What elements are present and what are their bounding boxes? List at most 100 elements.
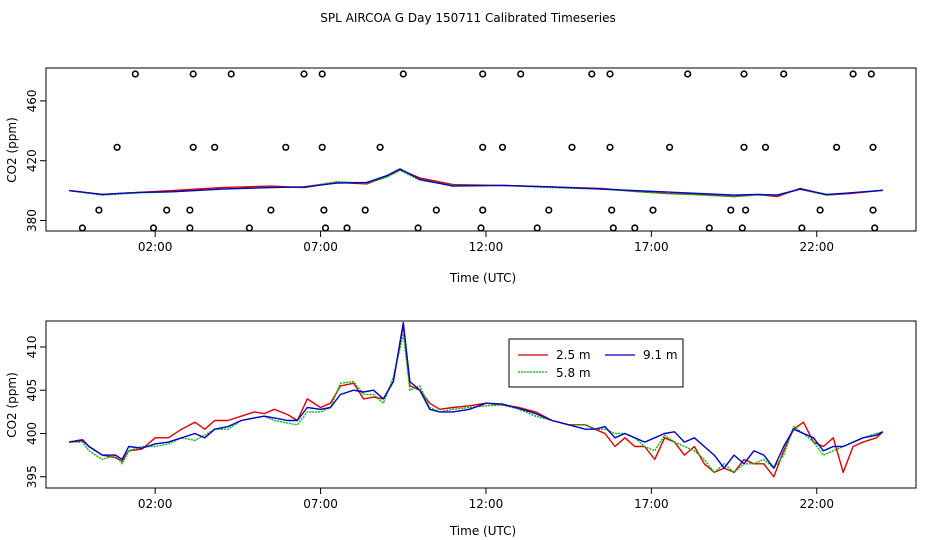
top-x-tick-label: 12:00	[469, 240, 504, 254]
calibration-marker	[740, 143, 748, 151]
calibration-marker	[189, 143, 197, 151]
bottom-y-axis-label: CO2 (ppm)	[5, 372, 19, 438]
chart-title: SPL AIRCOA G Day 150711 Calibrated Times…	[320, 11, 615, 25]
calibration-marker	[432, 206, 440, 214]
calibration-marker	[186, 206, 194, 214]
bottom-x-tick-label: 12:00	[469, 497, 504, 511]
top-y-axis-label: CO2 (ppm)	[5, 117, 19, 183]
calibration-marker	[163, 206, 171, 214]
calibration-marker	[871, 224, 879, 232]
calibration-marker	[149, 224, 158, 232]
top-x-axis: 02:00 07:00 12:00 17:00 22:00	[138, 230, 834, 254]
calibration-marker	[361, 206, 369, 214]
calibration-marker	[608, 206, 616, 214]
legend-label-5-8m: 5.8 m	[556, 366, 591, 380]
calibration-marker	[849, 70, 857, 78]
top-series-line-9-1m	[69, 168, 883, 196]
calibration-marker	[479, 70, 487, 78]
calibration-marker	[517, 70, 525, 78]
bottom-y-tick-label: 405	[25, 379, 39, 402]
calibration-marker	[343, 224, 351, 232]
top-marker-rows	[78, 70, 879, 232]
legend-label-2-5m: 2.5 m	[556, 348, 591, 362]
calibration-marker	[321, 224, 330, 232]
calibration-marker	[705, 224, 713, 232]
top-y-tick-label: 380	[25, 209, 39, 232]
bottom-y-axis: 395 400 405 410	[25, 336, 47, 488]
top-panel-co2-with-markers: 02:00 07:00 12:00 17:00 22:00 380 420 460 Time…	[5, 67, 917, 285]
calibration-marker	[741, 206, 750, 214]
bottom-series-lines	[69, 322, 884, 478]
calibration-marker	[798, 224, 806, 232]
top-x-axis-label: Time (UTC)	[449, 271, 516, 285]
top-x-tick-label: 02:00	[138, 240, 173, 254]
bottom-x-tick-label: 22:00	[799, 497, 834, 511]
calibration-marker	[245, 224, 253, 232]
bottom-series-line-9-1m	[69, 322, 884, 469]
calibration-marker	[131, 70, 139, 78]
calibration-marker	[867, 70, 875, 78]
calibration-marker	[684, 70, 692, 78]
top-series-lines	[69, 168, 883, 198]
calibration-marker	[95, 206, 103, 214]
calibration-marker	[588, 70, 596, 78]
bottom-series-line-2-5m	[69, 324, 884, 478]
legend-box	[508, 338, 684, 388]
top-x-tick-label: 07:00	[303, 240, 338, 254]
calibration-marker	[267, 206, 275, 214]
bottom-y-tick-label: 400	[25, 422, 39, 445]
bottom-panel-co2: 02:00 07:00 12:00 17:00 22:00 395 400 405 410 T…	[5, 320, 917, 538]
bottom-x-axis: 02:00 07:00 12:00 17:00 22:00	[138, 487, 834, 511]
calibration-marker	[300, 70, 308, 78]
calibration-marker	[780, 70, 788, 78]
top-series-line-5-8m	[69, 169, 883, 198]
calibration-marker	[479, 143, 487, 151]
legend: 2.5 m 5.8 m 9.1 m	[508, 338, 684, 388]
calibration-marker	[414, 224, 422, 232]
top-series-line-2-5m	[69, 168, 883, 198]
calibration-marker	[869, 143, 877, 151]
calibration-marker	[761, 143, 770, 151]
calibration-marker	[376, 143, 384, 151]
calibration-marker	[318, 143, 326, 151]
calibration-marker	[477, 224, 485, 232]
calibration-marker	[78, 224, 86, 232]
calibration-marker	[545, 206, 553, 214]
calibration-marker	[738, 224, 746, 232]
calibration-marker	[609, 224, 617, 232]
calibration-marker	[498, 143, 507, 151]
calibration-marker	[318, 70, 326, 78]
top-x-tick-label: 22:00	[799, 240, 834, 254]
calibration-marker	[479, 206, 487, 214]
calibration-marker	[832, 143, 841, 151]
calibration-marker	[649, 206, 657, 214]
calibration-marker	[631, 224, 639, 232]
calibration-marker	[227, 70, 235, 78]
calibration-marker	[740, 70, 748, 78]
bottom-x-tick-label: 17:00	[634, 497, 669, 511]
bottom-x-axis-label: Time (UTC)	[449, 524, 516, 538]
bottom-x-tick-label: 07:00	[303, 497, 338, 511]
calibration-marker	[606, 70, 614, 78]
calibration-marker	[869, 206, 877, 214]
top-y-axis: 380 420 460	[25, 89, 47, 232]
calibration-marker	[816, 206, 824, 214]
bottom-y-tick-label: 395	[25, 465, 39, 488]
calibration-marker	[186, 224, 194, 232]
calibration-marker	[320, 206, 328, 214]
bottom-y-tick-label: 410	[25, 336, 39, 359]
top-x-tick-label: 17:00	[634, 240, 669, 254]
bottom-x-tick-label: 02:00	[138, 497, 173, 511]
calibration-marker	[113, 143, 121, 151]
bottom-series-line-5-8m	[69, 333, 884, 474]
top-y-tick-label: 420	[25, 149, 39, 172]
calibration-marker	[189, 70, 197, 78]
calibration-marker	[727, 206, 735, 214]
calibration-marker	[211, 143, 219, 151]
calibration-marker	[665, 143, 674, 151]
top-y-tick-label: 460	[25, 89, 39, 112]
calibration-marker	[282, 143, 290, 151]
calibration-marker	[606, 143, 614, 151]
calibration-marker	[568, 143, 576, 151]
